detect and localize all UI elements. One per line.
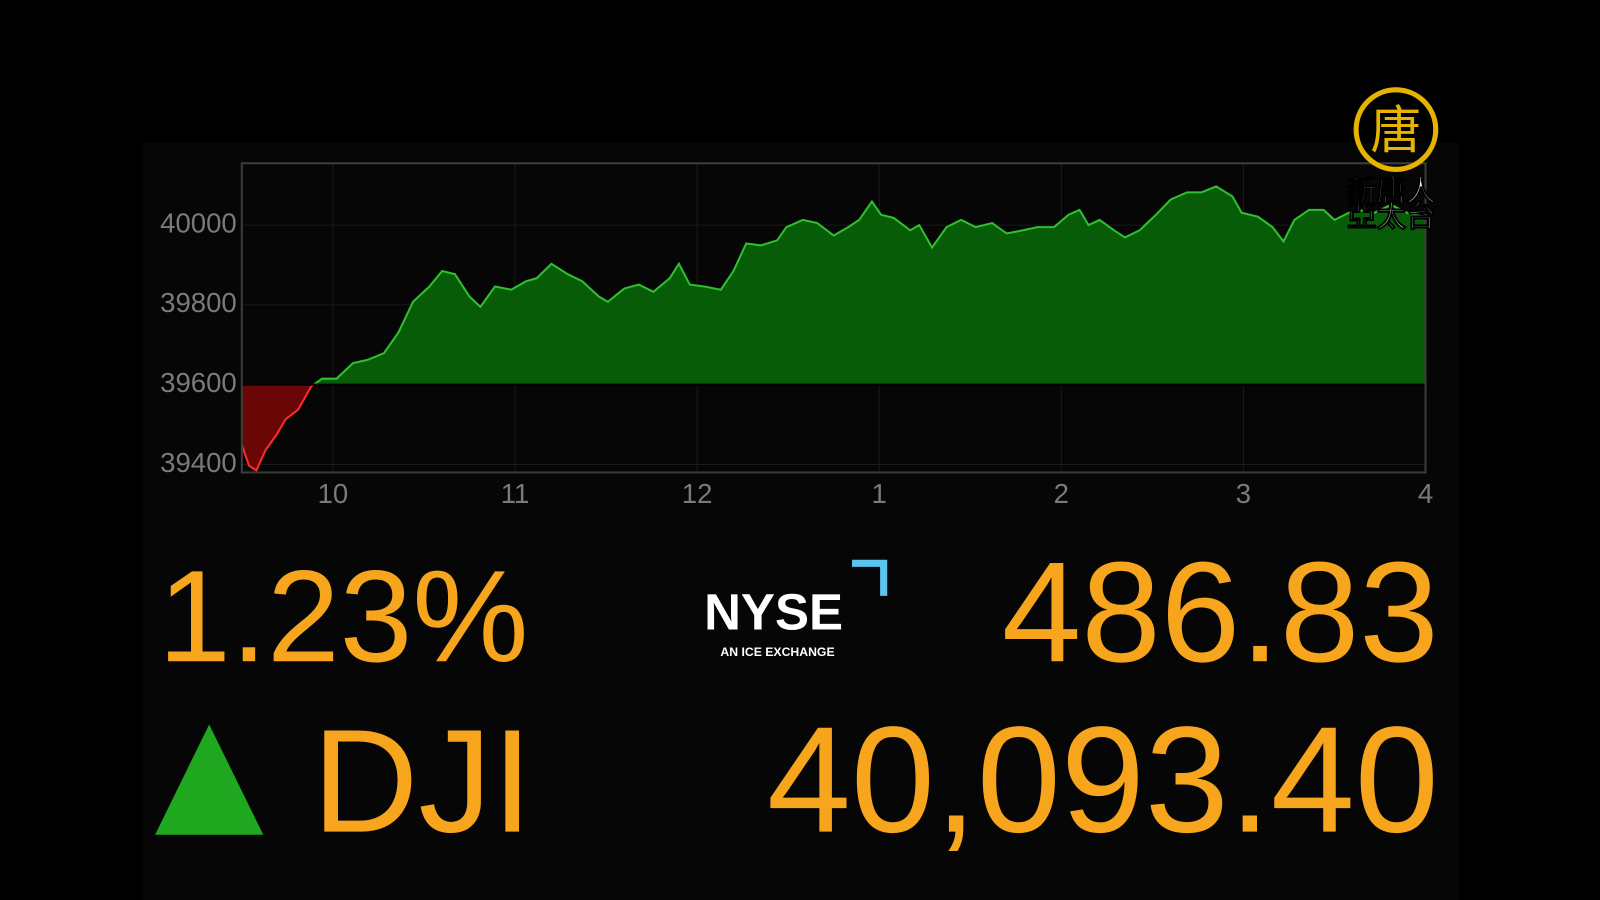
area: [241, 384, 314, 471]
x-tick-label: 11: [501, 478, 530, 509]
x-tick-label: 12: [682, 478, 713, 509]
change-percent: 1.23%: [158, 543, 528, 689]
y-tick-label: 40000: [160, 207, 237, 238]
nyse-name: NYSE: [704, 584, 843, 641]
emblem: 唐: [1370, 102, 1421, 159]
x-tick-label: 10: [318, 478, 349, 509]
x-tick-label: 4: [1418, 478, 1433, 509]
nyse-bracket: [852, 559, 888, 596]
channel-line1: 新唐人: [1347, 174, 1436, 208]
symbol: DJI: [312, 700, 532, 864]
line: [311, 185, 1426, 385]
x-tick-label: 2: [1054, 478, 1069, 509]
y-tick-label: 39800: [160, 287, 237, 318]
price: 40,093.40: [767, 696, 1439, 865]
plot-frame: [240, 162, 1427, 474]
channel-logo: 唐 新唐人 亞太台: [1346, 87, 1439, 234]
nyse-logo: NYSE AN ICE EXCHANGE: [704, 559, 888, 659]
y-tick-label: 39400: [160, 447, 237, 478]
x-tick-label: 3: [1236, 478, 1251, 509]
x-tick-label: 1: [872, 478, 887, 509]
change-points: 486.83: [1002, 533, 1439, 692]
channel-line2: 亞太台: [1347, 200, 1436, 234]
emblem-ring: [1353, 87, 1439, 172]
nyse-tagline: AN ICE EXCHANGE: [720, 645, 834, 659]
up-arrow: [155, 724, 264, 835]
y-tick-label: 39600: [160, 367, 237, 398]
